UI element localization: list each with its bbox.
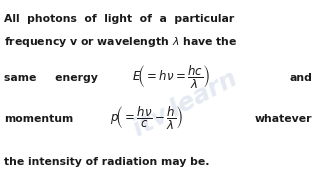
Text: the intensity of radiation may be.: the intensity of radiation may be. xyxy=(4,157,209,167)
Text: All  photons  of  light  of  a  particular: All photons of light of a particular xyxy=(4,14,234,24)
Text: frequency v or wavelength $\lambda$ have the: frequency v or wavelength $\lambda$ have… xyxy=(4,35,237,49)
Text: same     energy: same energy xyxy=(4,73,98,83)
Text: $E\!\left(=h\nu=\dfrac{hc}{\lambda}\right)$: $E\!\left(=h\nu=\dfrac{hc}{\lambda}\righ… xyxy=(132,63,211,90)
Text: momentum: momentum xyxy=(4,114,73,124)
Text: and: and xyxy=(289,73,312,83)
Text: $p\!\left(=\dfrac{h\nu}{c}-\dfrac{h}{\lambda}\right)$: $p\!\left(=\dfrac{h\nu}{c}-\dfrac{h}{\la… xyxy=(110,104,183,131)
Text: whatever: whatever xyxy=(255,114,312,124)
Text: itv learn: itv learn xyxy=(129,66,241,141)
